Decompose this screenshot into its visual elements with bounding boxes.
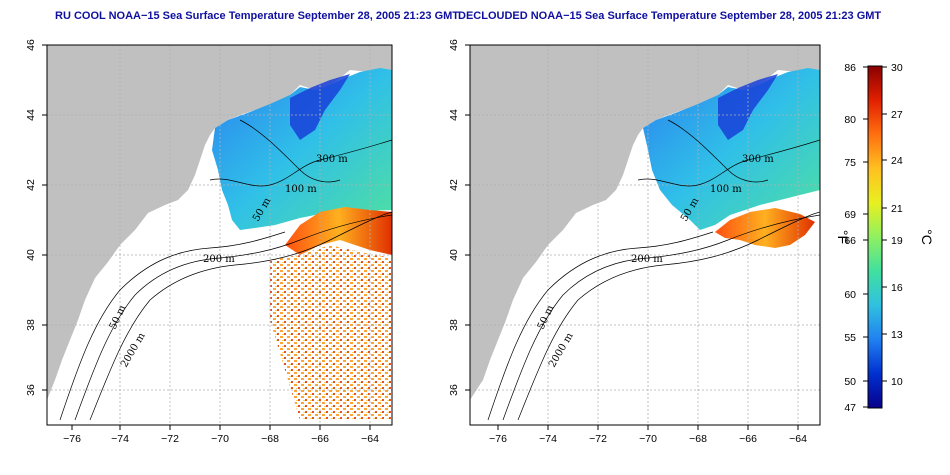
colorbar-f-ticks bbox=[863, 66, 868, 408]
contour-label-200m-right: 200 m bbox=[631, 254, 663, 265]
colorbar-f-label: 55 bbox=[844, 332, 856, 344]
panel-title-right: DECLOUDED NOAA−15 Sea Surface Temperatur… bbox=[458, 10, 882, 22]
colorbar: 86 80 75 69 66 60 55 50 47 30 27 24 21 1… bbox=[835, 62, 935, 414]
y-tick-label: 44 bbox=[448, 109, 460, 121]
colorbar-c-label: 24 bbox=[891, 155, 903, 167]
colorbar-c-label: 27 bbox=[891, 109, 903, 121]
x-tick-label: −64 bbox=[361, 433, 379, 445]
x-tick-label: −76 bbox=[489, 433, 507, 445]
map-panel-right: 300 m 100 m 50 m 200 m 50 m 2000 m −76 −… bbox=[448, 39, 821, 445]
y-tick-label: 38 bbox=[448, 319, 460, 331]
x-ticks-left bbox=[71, 425, 371, 430]
x-tick-label: −76 bbox=[63, 433, 81, 445]
colorbar-c-label: 21 bbox=[891, 203, 903, 215]
contour-label-100m-left: 100 m bbox=[285, 184, 317, 195]
x-tick-label: −74 bbox=[539, 433, 557, 445]
contour-label-200m-left: 200 m bbox=[203, 254, 235, 265]
contour-label-100m-right: 100 m bbox=[710, 184, 742, 195]
colorbar-c-label: 19 bbox=[891, 235, 903, 247]
x-tick-label: −66 bbox=[739, 433, 757, 445]
panel-title-left: RU COOL NOAA−15 Sea Surface Temperature … bbox=[55, 10, 460, 22]
x-tick-label: −64 bbox=[789, 433, 807, 445]
y-tick-label: 46 bbox=[448, 39, 460, 51]
y-tick-label: 46 bbox=[25, 39, 37, 51]
sst-warm-water-left bbox=[285, 207, 392, 255]
y-tick-label: 42 bbox=[448, 179, 460, 191]
land-mass-left bbox=[47, 45, 392, 400]
bathymetry-contours-right bbox=[487, 119, 820, 421]
x-tick-label: −68 bbox=[261, 433, 279, 445]
x-tick-label: −66 bbox=[311, 433, 329, 445]
colorbar-f-label: 47 bbox=[844, 402, 856, 414]
colorbar-unit-celsius: °C bbox=[919, 229, 935, 245]
colorbar-c-label: 13 bbox=[891, 329, 903, 341]
colorbar-f-label: 60 bbox=[844, 289, 856, 301]
y-tick-label: 36 bbox=[448, 384, 460, 396]
y-tick-label: 42 bbox=[25, 179, 37, 191]
colorbar-f-label: 75 bbox=[844, 157, 856, 169]
colorbar-gradient bbox=[867, 65, 883, 409]
x-tick-label: −68 bbox=[689, 433, 707, 445]
land-mass-right bbox=[470, 45, 820, 400]
bathymetry-contours-left bbox=[59, 119, 392, 421]
colorbar-f-label: 86 bbox=[844, 62, 856, 74]
y-tick-label: 38 bbox=[25, 319, 37, 331]
x-tick-label: −72 bbox=[161, 433, 179, 445]
colorbar-c-label: 16 bbox=[891, 282, 903, 294]
sst-speckle-left bbox=[270, 245, 392, 420]
y-tick-label: 36 bbox=[25, 384, 37, 396]
colorbar-f-label: 66 bbox=[844, 235, 856, 247]
sst-cool-water-right bbox=[643, 68, 820, 230]
y-ticks-left bbox=[42, 44, 47, 391]
sst-cool-water-left bbox=[212, 68, 392, 230]
x-tick-label: −70 bbox=[639, 433, 657, 445]
y-tick-label: 40 bbox=[448, 249, 460, 261]
colorbar-unit-fahrenheit: °F bbox=[835, 230, 851, 244]
x-ticks-right bbox=[497, 425, 799, 430]
colorbar-c-ticks bbox=[882, 66, 887, 382]
colorbar-f-label: 80 bbox=[844, 114, 856, 126]
x-tick-label: −70 bbox=[211, 433, 229, 445]
colorbar-c-label: 10 bbox=[891, 376, 903, 388]
grid-left bbox=[47, 45, 392, 425]
colorbar-f-label: 50 bbox=[844, 376, 856, 388]
contour-label-300m-left: 300 m bbox=[316, 154, 348, 165]
y-tick-label: 40 bbox=[25, 249, 37, 261]
plot-border-right bbox=[469, 44, 821, 426]
sst-warm-water-right bbox=[715, 208, 815, 248]
x-tick-label: −74 bbox=[111, 433, 129, 445]
contour-label-300m-right: 300 m bbox=[742, 154, 774, 165]
x-tick-label: −72 bbox=[589, 433, 607, 445]
colorbar-f-label: 69 bbox=[844, 209, 856, 221]
colorbar-c-label: 30 bbox=[891, 62, 903, 74]
y-ticks-right bbox=[465, 44, 470, 391]
y-tick-label: 44 bbox=[25, 109, 37, 121]
map-panel-left: 300 m 100 m 50 m 200 m 50 m 2000 m −76 −… bbox=[25, 39, 393, 445]
grid-right bbox=[470, 45, 820, 425]
